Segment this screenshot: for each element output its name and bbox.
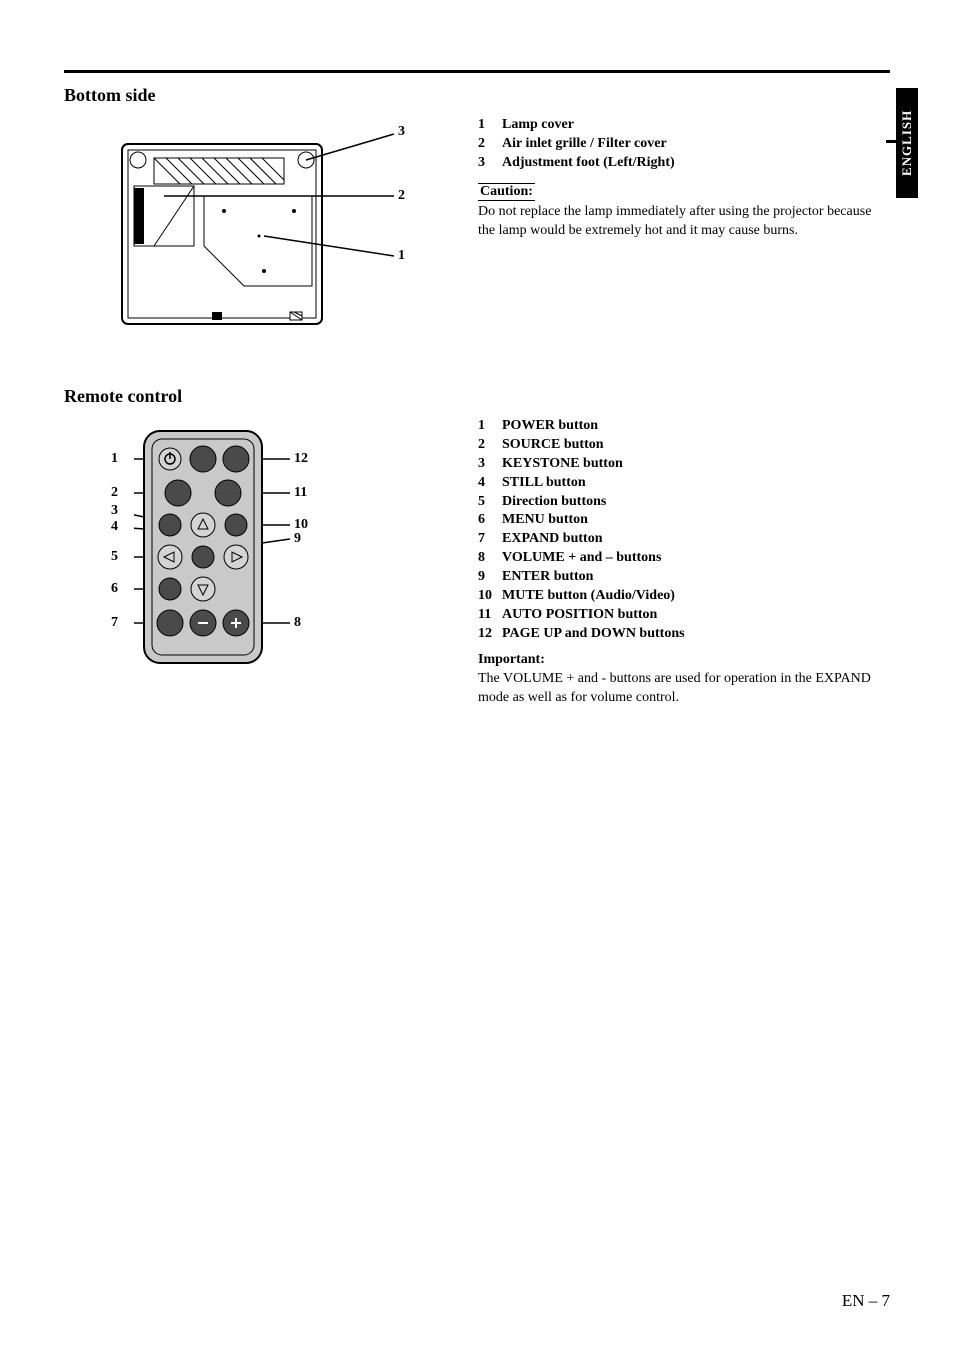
item-label: STILL button bbox=[502, 474, 586, 493]
list-item: 3KEYSTONE button bbox=[478, 455, 890, 474]
item-num: 1 bbox=[478, 116, 502, 135]
item-num: 7 bbox=[478, 530, 502, 549]
list-item: 5Direction buttons bbox=[478, 493, 890, 512]
list-item: 10MUTE button (Audio/Video) bbox=[478, 587, 890, 606]
remote-callout-3: 3 bbox=[98, 503, 118, 519]
item-label: POWER button bbox=[502, 417, 598, 436]
item-num: 1 bbox=[478, 417, 502, 436]
bottom-callout-2: 2 bbox=[398, 188, 405, 204]
remote-text-col: 1POWER button 2SOURCE button 3KEYSTONE b… bbox=[478, 417, 890, 707]
list-item: 4STILL button bbox=[478, 474, 890, 493]
remote-diagram: 1 2 3 4 5 6 7 12 11 10 9 8 bbox=[74, 423, 394, 693]
section-title-bottom: Bottom side bbox=[64, 85, 890, 106]
item-label: Direction buttons bbox=[502, 493, 606, 512]
list-item: 11AUTO POSITION button bbox=[478, 606, 890, 625]
item-num: 5 bbox=[478, 493, 502, 512]
list-item: 9ENTER button bbox=[478, 568, 890, 587]
item-num: 6 bbox=[478, 511, 502, 530]
item-num: 2 bbox=[478, 135, 502, 154]
list-item: 1POWER button bbox=[478, 417, 890, 436]
bottom-diagram: 3 2 1 bbox=[94, 116, 414, 346]
item-label: MENU button bbox=[502, 511, 588, 530]
item-num: 3 bbox=[478, 455, 502, 474]
page-content: Bottom side bbox=[64, 70, 890, 707]
item-label: SOURCE button bbox=[502, 436, 604, 455]
bottom-callout-1: 1 bbox=[398, 248, 405, 264]
remote-callout-8: 8 bbox=[294, 615, 301, 631]
important-text: The VOLUME + and - buttons are used for … bbox=[478, 670, 890, 708]
item-label: Lamp cover bbox=[502, 116, 574, 135]
item-label: ENTER button bbox=[502, 568, 593, 587]
bottom-parts-list: 1Lamp cover 2Air inlet grille / Filter c… bbox=[478, 116, 890, 173]
remote-callout-7: 7 bbox=[98, 615, 118, 631]
remote-diagram-col: 1 2 3 4 5 6 7 12 11 10 9 8 bbox=[64, 417, 454, 707]
section-title-remote: Remote control bbox=[64, 386, 890, 407]
list-item: 12PAGE UP and DOWN buttons bbox=[478, 625, 890, 644]
list-item: 6MENU button bbox=[478, 511, 890, 530]
remote-parts-list: 1POWER button 2SOURCE button 3KEYSTONE b… bbox=[478, 417, 890, 644]
projector-bottom-icon bbox=[94, 116, 414, 346]
remote-callout-1: 1 bbox=[98, 451, 118, 467]
page-number: EN – 7 bbox=[842, 1291, 890, 1311]
item-num: 9 bbox=[478, 568, 502, 587]
bottom-callout-3: 3 bbox=[398, 124, 405, 140]
item-label: Air inlet grille / Filter cover bbox=[502, 135, 667, 154]
item-label: EXPAND button bbox=[502, 530, 602, 549]
remote-callout-4: 4 bbox=[98, 519, 118, 535]
important-head: Important: bbox=[478, 652, 890, 668]
remote-section: 1 2 3 4 5 6 7 12 11 10 9 8 1POWER button… bbox=[64, 417, 890, 707]
list-item: 2SOURCE button bbox=[478, 436, 890, 455]
list-item: 2Air inlet grille / Filter cover bbox=[478, 135, 890, 154]
bottom-section: 3 2 1 1Lamp cover 2Air inlet grille / Fi… bbox=[64, 116, 890, 346]
item-num: 12 bbox=[478, 625, 502, 644]
item-label: PAGE UP and DOWN buttons bbox=[502, 625, 685, 644]
item-label: VOLUME + and – buttons bbox=[502, 549, 661, 568]
list-item: 7EXPAND button bbox=[478, 530, 890, 549]
item-label: AUTO POSITION button bbox=[502, 606, 657, 625]
item-label: Adjustment foot (Left/Right) bbox=[502, 154, 675, 173]
caution-head: Caution: bbox=[478, 183, 535, 201]
bottom-text-col: 1Lamp cover 2Air inlet grille / Filter c… bbox=[478, 116, 890, 346]
remote-control-icon bbox=[134, 423, 304, 683]
remote-callout-12: 12 bbox=[294, 451, 308, 467]
item-label: KEYSTONE button bbox=[502, 455, 623, 474]
remote-callout-5: 5 bbox=[98, 549, 118, 565]
remote-callout-2: 2 bbox=[98, 485, 118, 501]
item-num: 10 bbox=[478, 587, 502, 606]
caution-text: Do not replace the lamp immediately afte… bbox=[478, 203, 890, 241]
item-label: MUTE button (Audio/Video) bbox=[502, 587, 675, 606]
item-num: 2 bbox=[478, 436, 502, 455]
language-tab: ENGLISH bbox=[896, 88, 918, 198]
list-item: 3Adjustment foot (Left/Right) bbox=[478, 154, 890, 173]
bottom-diagram-col: 3 2 1 bbox=[64, 116, 454, 346]
item-num: 8 bbox=[478, 549, 502, 568]
remote-callout-9: 9 bbox=[294, 531, 301, 547]
item-num: 3 bbox=[478, 154, 502, 173]
top-rule bbox=[64, 70, 890, 73]
remote-callout-6: 6 bbox=[98, 581, 118, 597]
item-num: 11 bbox=[478, 606, 502, 625]
remote-callout-11: 11 bbox=[294, 485, 307, 501]
list-item: 1Lamp cover bbox=[478, 116, 890, 135]
list-item: 8VOLUME + and – buttons bbox=[478, 549, 890, 568]
item-num: 4 bbox=[478, 474, 502, 493]
